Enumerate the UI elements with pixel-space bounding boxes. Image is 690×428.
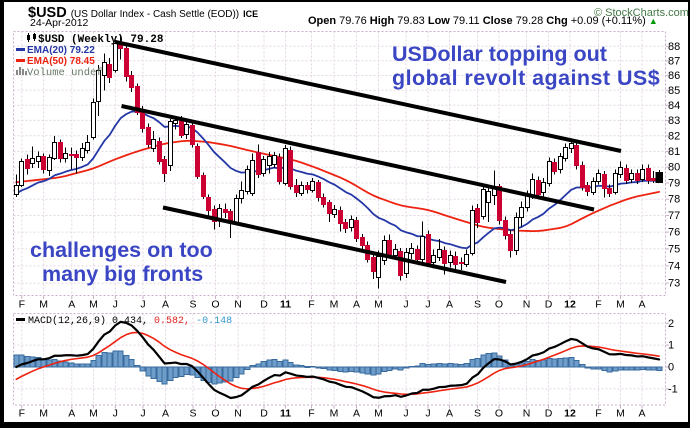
svg-text:J: J <box>403 408 408 420</box>
svg-text:A: A <box>446 408 453 420</box>
svg-text:N: N <box>523 408 531 420</box>
svg-text:M: M <box>39 408 48 420</box>
svg-text:J: J <box>113 299 118 311</box>
svg-text:80: 80 <box>668 162 680 174</box>
svg-text:11: 11 <box>280 408 291 420</box>
svg-text:O: O <box>211 408 219 420</box>
svg-text:86: 86 <box>668 70 680 82</box>
svg-text:S: S <box>189 408 196 420</box>
svg-text:M: M <box>330 408 339 420</box>
svg-text:11: 11 <box>280 299 291 311</box>
svg-text:85: 85 <box>668 85 680 97</box>
svg-text:D: D <box>545 408 553 420</box>
svg-text:79: 79 <box>668 178 680 190</box>
svg-text:F: F <box>595 408 601 420</box>
svg-text:A: A <box>68 299 75 311</box>
svg-text:J: J <box>140 299 145 311</box>
svg-text:88: 88 <box>668 41 680 53</box>
svg-text:A: A <box>162 408 169 420</box>
svg-text:87: 87 <box>668 55 680 67</box>
svg-text:J: J <box>140 408 145 420</box>
svg-text:N: N <box>234 408 242 420</box>
svg-text:F: F <box>19 299 25 311</box>
svg-text:F: F <box>19 408 25 420</box>
svg-text:77: 77 <box>668 210 680 222</box>
svg-text:M: M <box>39 299 48 311</box>
svg-text:A: A <box>446 299 453 311</box>
svg-text:M: M <box>89 408 98 420</box>
svg-text:D: D <box>260 299 268 311</box>
svg-text:M: M <box>374 408 383 420</box>
svg-text:F: F <box>595 299 601 311</box>
svg-text:M: M <box>616 299 625 311</box>
svg-text:S: S <box>189 299 196 311</box>
svg-text:A: A <box>68 408 75 420</box>
svg-text:2: 2 <box>668 318 674 330</box>
svg-text:0: 0 <box>668 362 674 374</box>
svg-text:J: J <box>425 408 430 420</box>
svg-text:J: J <box>403 299 408 311</box>
svg-text:12: 12 <box>564 408 576 420</box>
svg-text:J: J <box>425 299 430 311</box>
svg-text:-1: -1 <box>668 383 678 395</box>
svg-text:F: F <box>308 299 314 311</box>
svg-text:D: D <box>545 299 553 311</box>
svg-text:75: 75 <box>668 243 680 255</box>
svg-text:84: 84 <box>668 100 680 112</box>
svg-text:S: S <box>474 408 481 420</box>
svg-text:J: J <box>113 408 118 420</box>
svg-text:82: 82 <box>668 130 680 142</box>
svg-text:A: A <box>353 408 360 420</box>
svg-text:O: O <box>495 299 503 311</box>
svg-text:A: A <box>638 408 645 420</box>
svg-text:M: M <box>89 299 98 311</box>
svg-text:1: 1 <box>668 340 674 352</box>
svg-text:76: 76 <box>668 227 680 239</box>
svg-text:M: M <box>616 408 625 420</box>
svg-text:F: F <box>308 408 314 420</box>
svg-text:M: M <box>374 299 383 311</box>
svg-text:74: 74 <box>668 260 680 272</box>
svg-text:N: N <box>234 299 242 311</box>
svg-text:S: S <box>474 299 481 311</box>
svg-text:A: A <box>638 299 645 311</box>
svg-text:D: D <box>260 408 268 420</box>
svg-text:78: 78 <box>668 194 680 206</box>
svg-text:73: 73 <box>668 278 680 290</box>
svg-text:A: A <box>353 299 360 311</box>
svg-text:12: 12 <box>564 299 576 311</box>
svg-text:M: M <box>330 299 339 311</box>
svg-text:81: 81 <box>668 146 680 158</box>
svg-text:N: N <box>523 299 531 311</box>
svg-text:O: O <box>495 408 503 420</box>
svg-text:O: O <box>211 299 219 311</box>
svg-text:A: A <box>162 299 169 311</box>
svg-text:83: 83 <box>668 115 680 127</box>
